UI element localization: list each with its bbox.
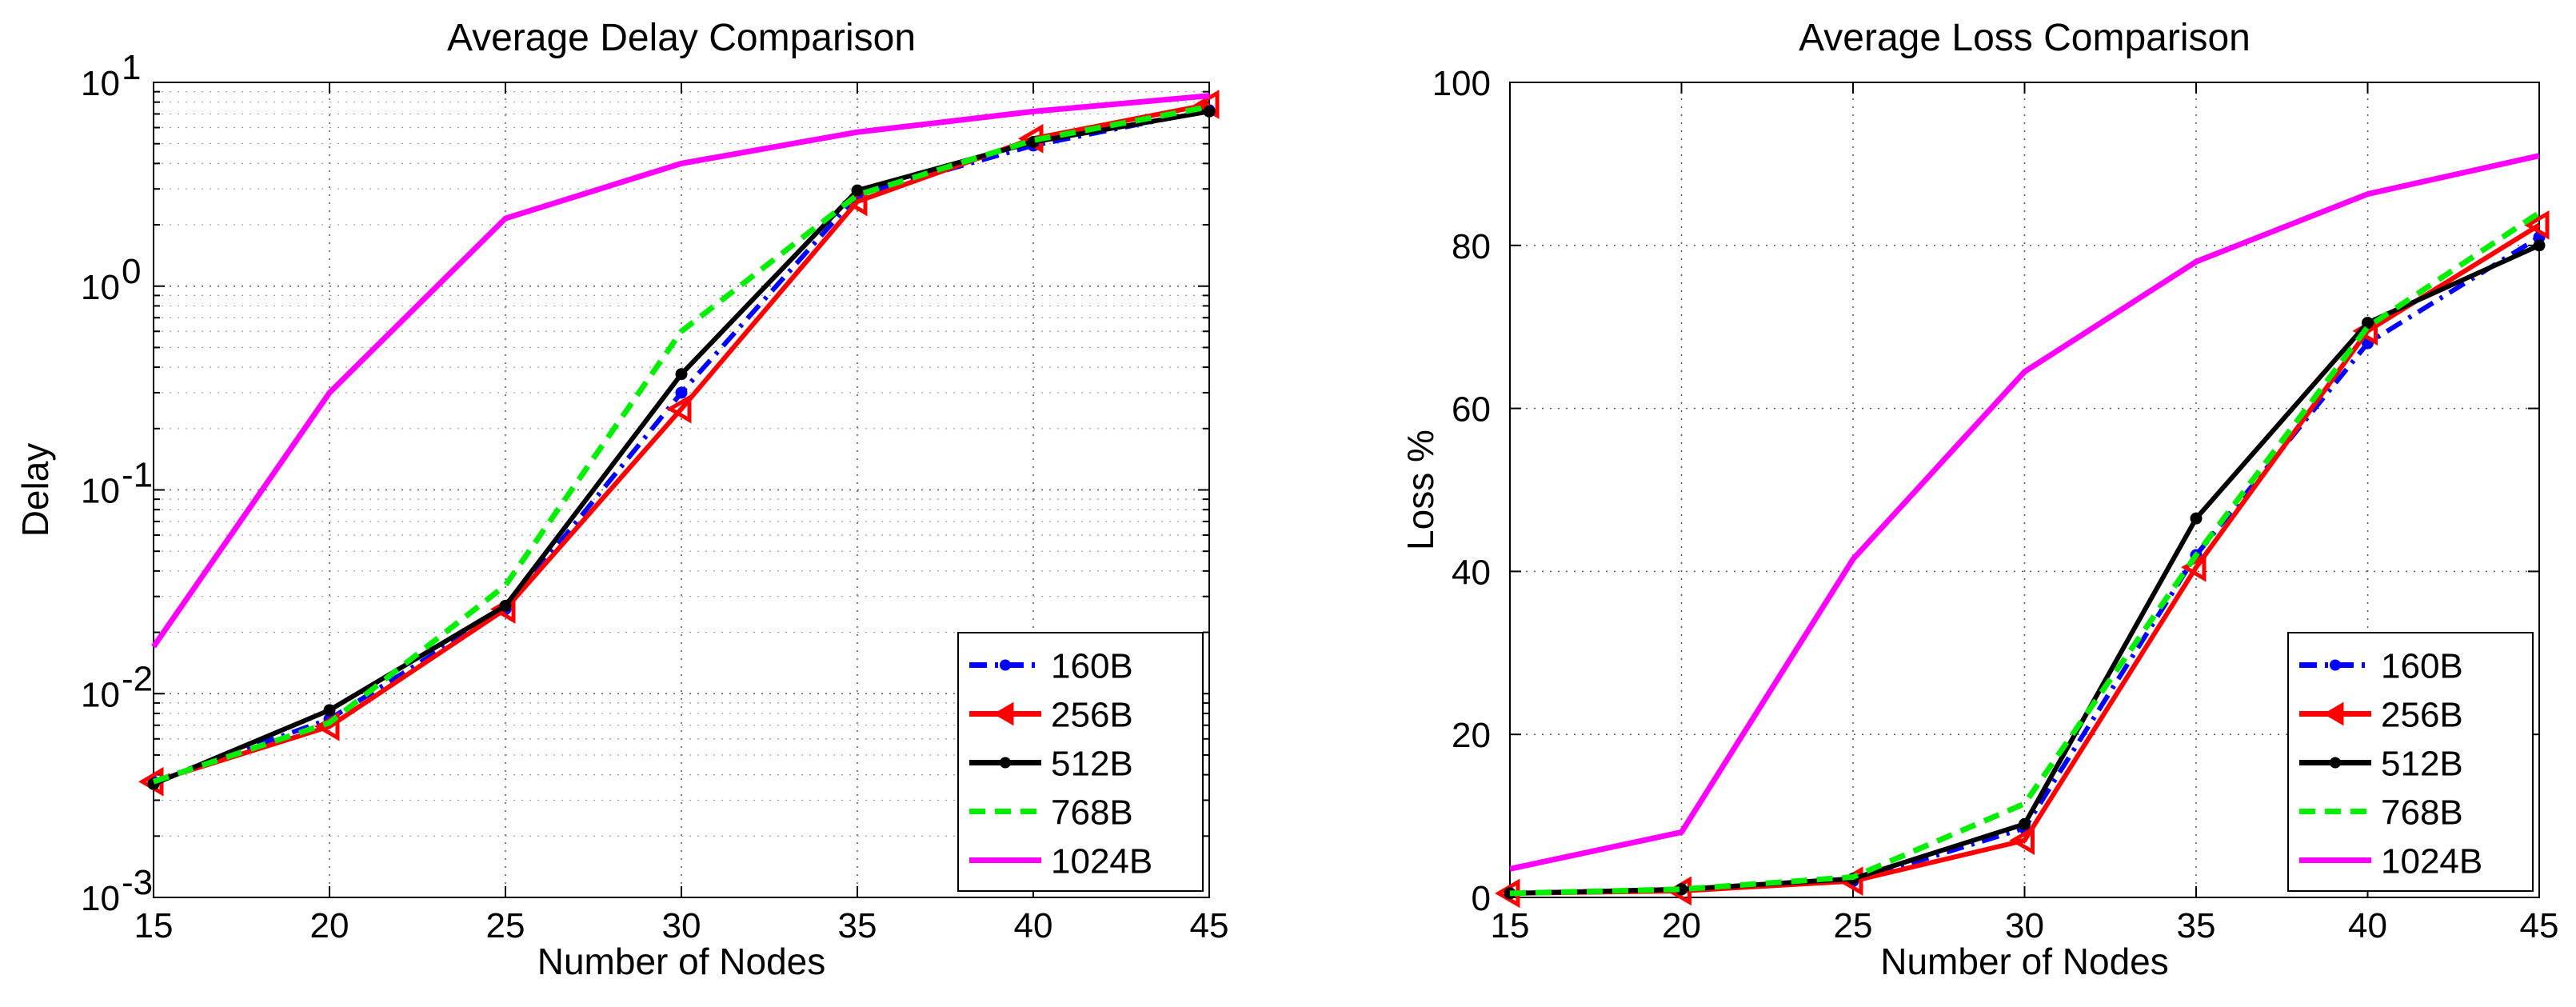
y-tick-label: 10 [81, 64, 120, 103]
legend-item-512B: 512B [2299, 745, 2463, 784]
x-tick-label: 45 [2520, 906, 2559, 945]
y-axis-label: Loss % [1400, 430, 1441, 550]
y-tick-exponent: -3 [122, 863, 153, 902]
legend-label: 256B [2381, 696, 2463, 735]
y-tick-label: 20 [1452, 716, 1491, 755]
y-tick-exponent: -1 [122, 456, 153, 495]
data-point [666, 394, 692, 424]
y-tick-label: 10 [81, 879, 120, 918]
series-1024B [1509, 153, 2540, 872]
x-tick-label: 25 [486, 906, 525, 945]
legend-item-1024B: 1024B [969, 842, 1152, 881]
x-axis-label: Number of Nodes [537, 941, 826, 982]
x-tick-label: 35 [2177, 906, 2216, 945]
series-line-1024B [151, 93, 1210, 649]
legend: 160B 256B 512B 768B 1024B [957, 632, 1204, 892]
legend-label: 768B [2381, 793, 2463, 833]
x-tick-label: 40 [2348, 906, 2387, 945]
legend-marker [1000, 757, 1011, 769]
legend-label: 1024B [2381, 842, 2482, 881]
x-tick-label: 35 [838, 906, 877, 945]
series-768B [152, 103, 1210, 785]
legend-item-160B: 160B [2299, 647, 2463, 686]
y-tick-exponent: -2 [122, 659, 153, 698]
y-tick-base: 10 [81, 675, 120, 714]
x-tick-label: 30 [662, 906, 701, 945]
y-tick-label: 60 [1452, 390, 1491, 430]
data-point [2019, 817, 2031, 830]
legend-item-1024B: 1024B [2299, 842, 2482, 881]
y-tick-base: 10 [81, 268, 120, 307]
y-tick-label: 100 [1432, 64, 1491, 103]
legend-marker [2323, 701, 2344, 726]
x-tick-label: 45 [1190, 906, 1229, 945]
legend-label: 256B [1051, 696, 1133, 735]
data-point [323, 704, 336, 717]
x-tick-label: 40 [1014, 906, 1053, 945]
data-point [2533, 239, 2546, 252]
data-point [2362, 317, 2374, 330]
legend-label: 1024B [1051, 842, 1152, 881]
y-tick-exponent: 0 [122, 252, 141, 291]
data-point [851, 184, 864, 197]
data-point [2190, 512, 2203, 525]
legend: 160B 256B 512B 768B 1024B [2287, 632, 2534, 892]
legend-item-160B: 160B [969, 647, 1133, 686]
series-group [138, 90, 1220, 797]
legend-label: 512B [2381, 745, 2463, 784]
y-tick-base: 10 [81, 64, 120, 103]
x-tick-label: 15 [134, 906, 174, 945]
legend-label: 160B [2381, 647, 2463, 686]
y-tick-base: 10 [81, 472, 120, 511]
x-tick-label: 20 [310, 906, 349, 945]
legend-marker [993, 701, 1014, 726]
legend-item-768B: 768B [2299, 793, 2463, 833]
loss-chart: 15 20 25 30 35 40 45 0 20 40 60 80 100 Average Loss C… [1400, 17, 2558, 982]
x-tick-label: 25 [1834, 906, 1873, 945]
legend-marker [2330, 757, 2341, 769]
data-point [1203, 105, 1216, 118]
legend-label: 160B [1051, 647, 1133, 686]
legend-item-256B: 256B [969, 696, 1133, 735]
y-axis-label: Delay [14, 443, 56, 537]
legend-label: 768B [1051, 793, 1133, 833]
legend-item-512B: 512B [969, 745, 1133, 784]
legend-marker [1000, 659, 1011, 671]
legend-item-768B: 768B [969, 793, 1133, 833]
y-tick-label: 10 [81, 472, 120, 511]
data-point [499, 599, 512, 612]
data-point [2009, 825, 2035, 856]
x-tick-label: 15 [1491, 906, 1530, 945]
chart-title: Average Delay Comparison [447, 17, 916, 59]
legend-label: 512B [1051, 745, 1133, 784]
data-point [2524, 210, 2550, 240]
y-tick-label: 10 [81, 268, 120, 307]
series-line-1024B [1509, 153, 2540, 872]
series-1024B [151, 93, 1210, 649]
y-tick-label: 10 [81, 675, 120, 714]
series-group [1495, 153, 2550, 909]
y-tick-label: 0 [1472, 879, 1491, 918]
series-line-768B [152, 103, 1210, 785]
data-point [675, 386, 688, 399]
legend-item-256B: 256B [2299, 696, 2463, 735]
x-tick-label: 30 [2005, 906, 2044, 945]
chart-title: Average Loss Comparison [1799, 17, 2251, 59]
y-tick-label: 80 [1452, 227, 1491, 266]
legend-marker [2330, 659, 2341, 671]
y-tick-exponent: 1 [122, 48, 141, 87]
x-axis-label: Number of Nodes [1880, 941, 2169, 982]
data-point [675, 368, 688, 381]
x-tick-label: 20 [1662, 906, 1701, 945]
y-tick-label: 40 [1452, 553, 1491, 592]
y-tick-base: 10 [81, 879, 120, 918]
